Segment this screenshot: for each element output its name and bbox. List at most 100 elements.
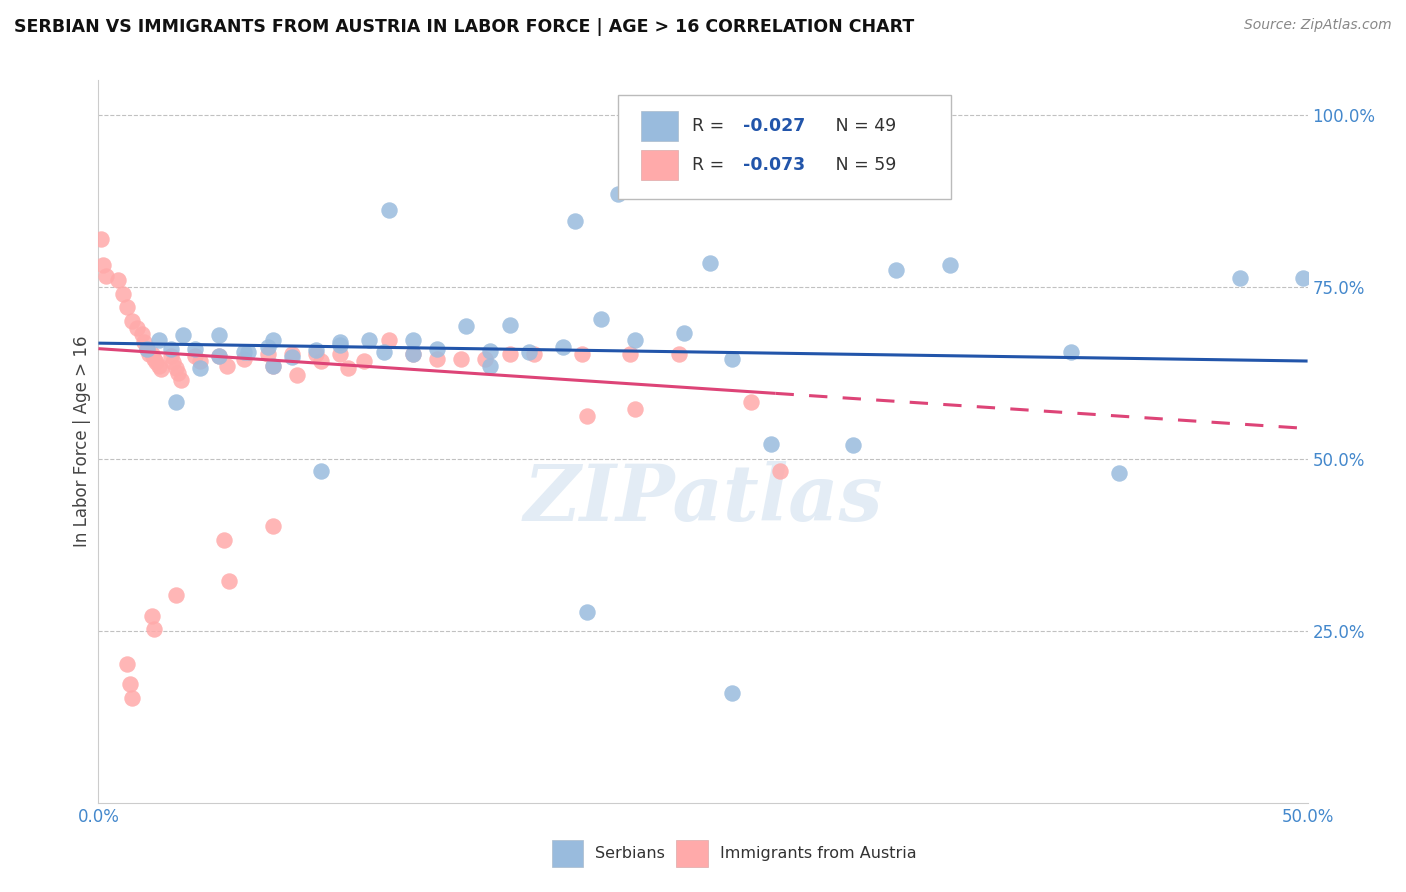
Point — [165, 360, 187, 375]
Point — [426, 351, 449, 366]
Point — [172, 327, 194, 342]
Point — [262, 334, 284, 348]
Point — [886, 262, 908, 277]
Point — [474, 351, 496, 366]
Point — [167, 366, 190, 380]
Point — [281, 350, 304, 364]
Point — [373, 345, 395, 359]
Point — [571, 347, 593, 361]
Text: N = 59: N = 59 — [820, 156, 897, 174]
FancyBboxPatch shape — [619, 95, 950, 200]
Point — [454, 318, 477, 333]
Point — [188, 360, 211, 375]
Point — [377, 334, 399, 348]
Point — [135, 342, 157, 356]
Point — [90, 231, 112, 245]
Text: Source: ZipAtlas.com: Source: ZipAtlas.com — [1244, 18, 1392, 32]
Point — [208, 349, 231, 363]
Point — [262, 359, 284, 373]
Point — [498, 318, 520, 332]
Point — [160, 349, 183, 363]
Point — [117, 657, 139, 671]
Point — [232, 345, 254, 359]
Point — [150, 362, 173, 376]
Point — [143, 351, 166, 366]
Point — [479, 359, 502, 373]
Point — [141, 347, 163, 361]
Point — [591, 312, 613, 326]
Text: R =: R = — [692, 156, 730, 174]
Bar — [641, 111, 678, 141]
Point — [426, 342, 449, 356]
Point — [329, 334, 352, 349]
Point — [329, 347, 352, 361]
Point — [1292, 271, 1315, 285]
Point — [160, 342, 183, 356]
Point — [309, 354, 332, 368]
Point — [208, 327, 231, 342]
Point — [769, 464, 792, 478]
Point — [402, 347, 425, 361]
Point — [212, 533, 235, 547]
Point — [138, 347, 160, 361]
Point — [118, 677, 141, 691]
Point — [523, 347, 546, 361]
Point — [262, 519, 284, 533]
Point — [107, 273, 129, 287]
Point — [329, 338, 352, 352]
Point — [148, 359, 170, 373]
Point — [1059, 345, 1081, 359]
Text: N = 49: N = 49 — [820, 117, 897, 135]
Text: Immigrants from Austria: Immigrants from Austria — [720, 846, 917, 861]
Point — [256, 347, 278, 361]
Point — [842, 438, 865, 452]
Point — [141, 608, 163, 623]
Text: Serbians: Serbians — [595, 846, 665, 861]
Point — [184, 349, 207, 363]
Point — [1229, 271, 1251, 285]
Point — [575, 605, 598, 619]
Point — [305, 343, 328, 357]
Point — [309, 464, 332, 478]
Point — [721, 686, 744, 700]
Point — [938, 258, 960, 272]
Point — [740, 395, 762, 409]
Point — [402, 334, 425, 348]
Text: -0.073: -0.073 — [742, 156, 806, 174]
Point — [184, 342, 207, 356]
Bar — [676, 839, 707, 867]
Point — [121, 314, 143, 328]
Point — [232, 351, 254, 366]
Point — [402, 347, 425, 361]
Point — [134, 334, 156, 349]
Point — [262, 359, 284, 373]
Text: R =: R = — [692, 117, 730, 135]
Point — [721, 351, 744, 366]
Point — [479, 344, 502, 359]
Point — [127, 321, 149, 335]
Point — [148, 334, 170, 348]
Point — [281, 347, 304, 361]
Text: -0.027: -0.027 — [742, 117, 806, 135]
Bar — [641, 150, 678, 180]
Point — [800, 108, 823, 122]
Point — [238, 345, 260, 359]
Point — [624, 402, 647, 417]
Point — [143, 623, 166, 637]
Point — [208, 349, 231, 363]
Y-axis label: In Labor Force | Age > 16: In Labor Force | Age > 16 — [73, 335, 91, 548]
Point — [121, 691, 143, 706]
Point — [165, 588, 187, 602]
Point — [285, 368, 308, 382]
Point — [145, 355, 167, 369]
Point — [215, 359, 238, 373]
Point — [218, 574, 240, 589]
Point — [564, 214, 586, 228]
Point — [353, 354, 375, 368]
Point — [188, 354, 211, 368]
Point — [759, 436, 782, 450]
Bar — [551, 839, 583, 867]
Point — [162, 355, 184, 369]
Point — [450, 351, 472, 366]
Point — [94, 269, 117, 284]
